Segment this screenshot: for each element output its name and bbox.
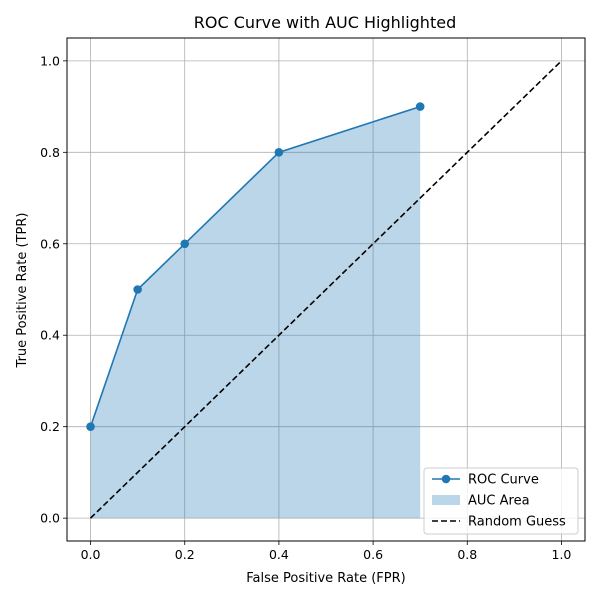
x-tick-label: 0.6 (363, 547, 383, 562)
x-tick-label: 0.2 (175, 547, 195, 562)
legend-label: AUC Area (468, 494, 530, 509)
auc-area-layer (90, 106, 421, 519)
roc-point (180, 239, 190, 249)
y-tick-label: 0.4 (40, 328, 60, 343)
y-tick-label: 0.0 (40, 511, 60, 526)
legend-label: ROC Curve (468, 473, 539, 488)
x-tick-label: 0.8 (457, 547, 477, 562)
grid (67, 38, 585, 541)
y-axis-label: True Positive Rate (TPR) (15, 213, 30, 369)
legend-roc-marker (441, 474, 451, 484)
roc-curve-layer (86, 102, 425, 431)
roc-point (415, 102, 425, 111)
roc-point (133, 285, 142, 294)
x-tick-label: 0.4 (269, 547, 289, 562)
auc-area (90, 106, 421, 519)
y-tick-label: 1.0 (40, 53, 60, 68)
y-tick-label: 0.2 (40, 419, 60, 434)
legend-label: Random Guess (468, 515, 566, 530)
random-guess-layer (89, 60, 563, 519)
chart-title: ROC Curve with AUC Highlighted (194, 13, 456, 32)
legend-auc-swatch (432, 495, 460, 505)
roc-point (86, 422, 95, 431)
random-guess-line (89, 60, 563, 519)
plot-frame (66, 37, 586, 542)
x-axis-label: False Positive Rate (FPR) (246, 571, 405, 586)
y-tick-label: 0.8 (40, 145, 60, 160)
axis-ticks: 0.0 0.2 0.4 0.6 0.8 1.0 0.0 0.2 0.4 0.6 0.8 1.0 (40, 53, 571, 562)
x-tick-label: 1.0 (552, 547, 572, 562)
x-tick-label: 0.0 (81, 547, 101, 562)
y-tick-label: 0.6 (40, 236, 60, 251)
roc-point (274, 148, 284, 157)
legend-box (423, 467, 579, 535)
legend: ROC Curve AUC Area Random Guess (423, 467, 579, 535)
